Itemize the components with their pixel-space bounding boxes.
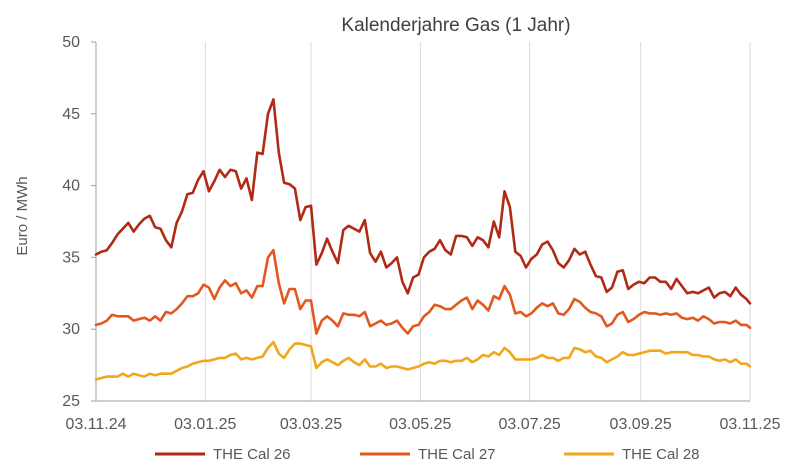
y-tick-label: 25 — [62, 393, 80, 410]
chart-title: Kalenderjahre Gas (1 Jahr) — [341, 15, 570, 36]
y-tick-label: 30 — [62, 321, 80, 338]
legend: THE Cal 26 THE Cal 27 THE Cal 28 — [155, 446, 700, 463]
series-lines — [94, 98, 752, 381]
x-tick-label: 03.11.24 — [65, 416, 126, 433]
legend-label: THE Cal 26 — [213, 446, 291, 463]
legend-item-the-cal-28: THE Cal 28 — [564, 446, 700, 463]
legend-label: THE Cal 28 — [622, 446, 700, 463]
y-tick-label: 40 — [62, 178, 80, 195]
x-tick-label: 03.09.25 — [610, 416, 672, 433]
x-tick-label: 03.07.25 — [498, 416, 560, 433]
y-axis-label: Euro / MWh — [14, 176, 31, 255]
x-axis-ticks: 03.11.24 03.01.25 03.03.25 03.05.25 03.07.25… — [65, 416, 780, 433]
gridlines — [204, 42, 751, 401]
x-tick-label: 03.11.25 — [719, 416, 780, 433]
y-tick-label: 35 — [62, 249, 80, 266]
x-tick-label: 03.05.25 — [389, 416, 451, 433]
series-line-the-cal-26 — [94, 98, 752, 305]
x-tick-label: 03.01.25 — [174, 416, 236, 433]
y-tick-label: 50 — [62, 34, 80, 51]
y-tick-label: 45 — [62, 106, 80, 123]
series-line-the-cal-27 — [94, 248, 752, 335]
y-axis-ticks: 25 30 35 40 45 50 — [62, 34, 96, 410]
series-line-the-cal-28 — [94, 340, 752, 381]
x-tick-label: 03.03.25 — [280, 416, 342, 433]
legend-item-the-cal-26: THE Cal 26 — [155, 446, 291, 463]
legend-label: THE Cal 27 — [418, 446, 496, 463]
legend-item-the-cal-27: THE Cal 27 — [360, 446, 496, 463]
